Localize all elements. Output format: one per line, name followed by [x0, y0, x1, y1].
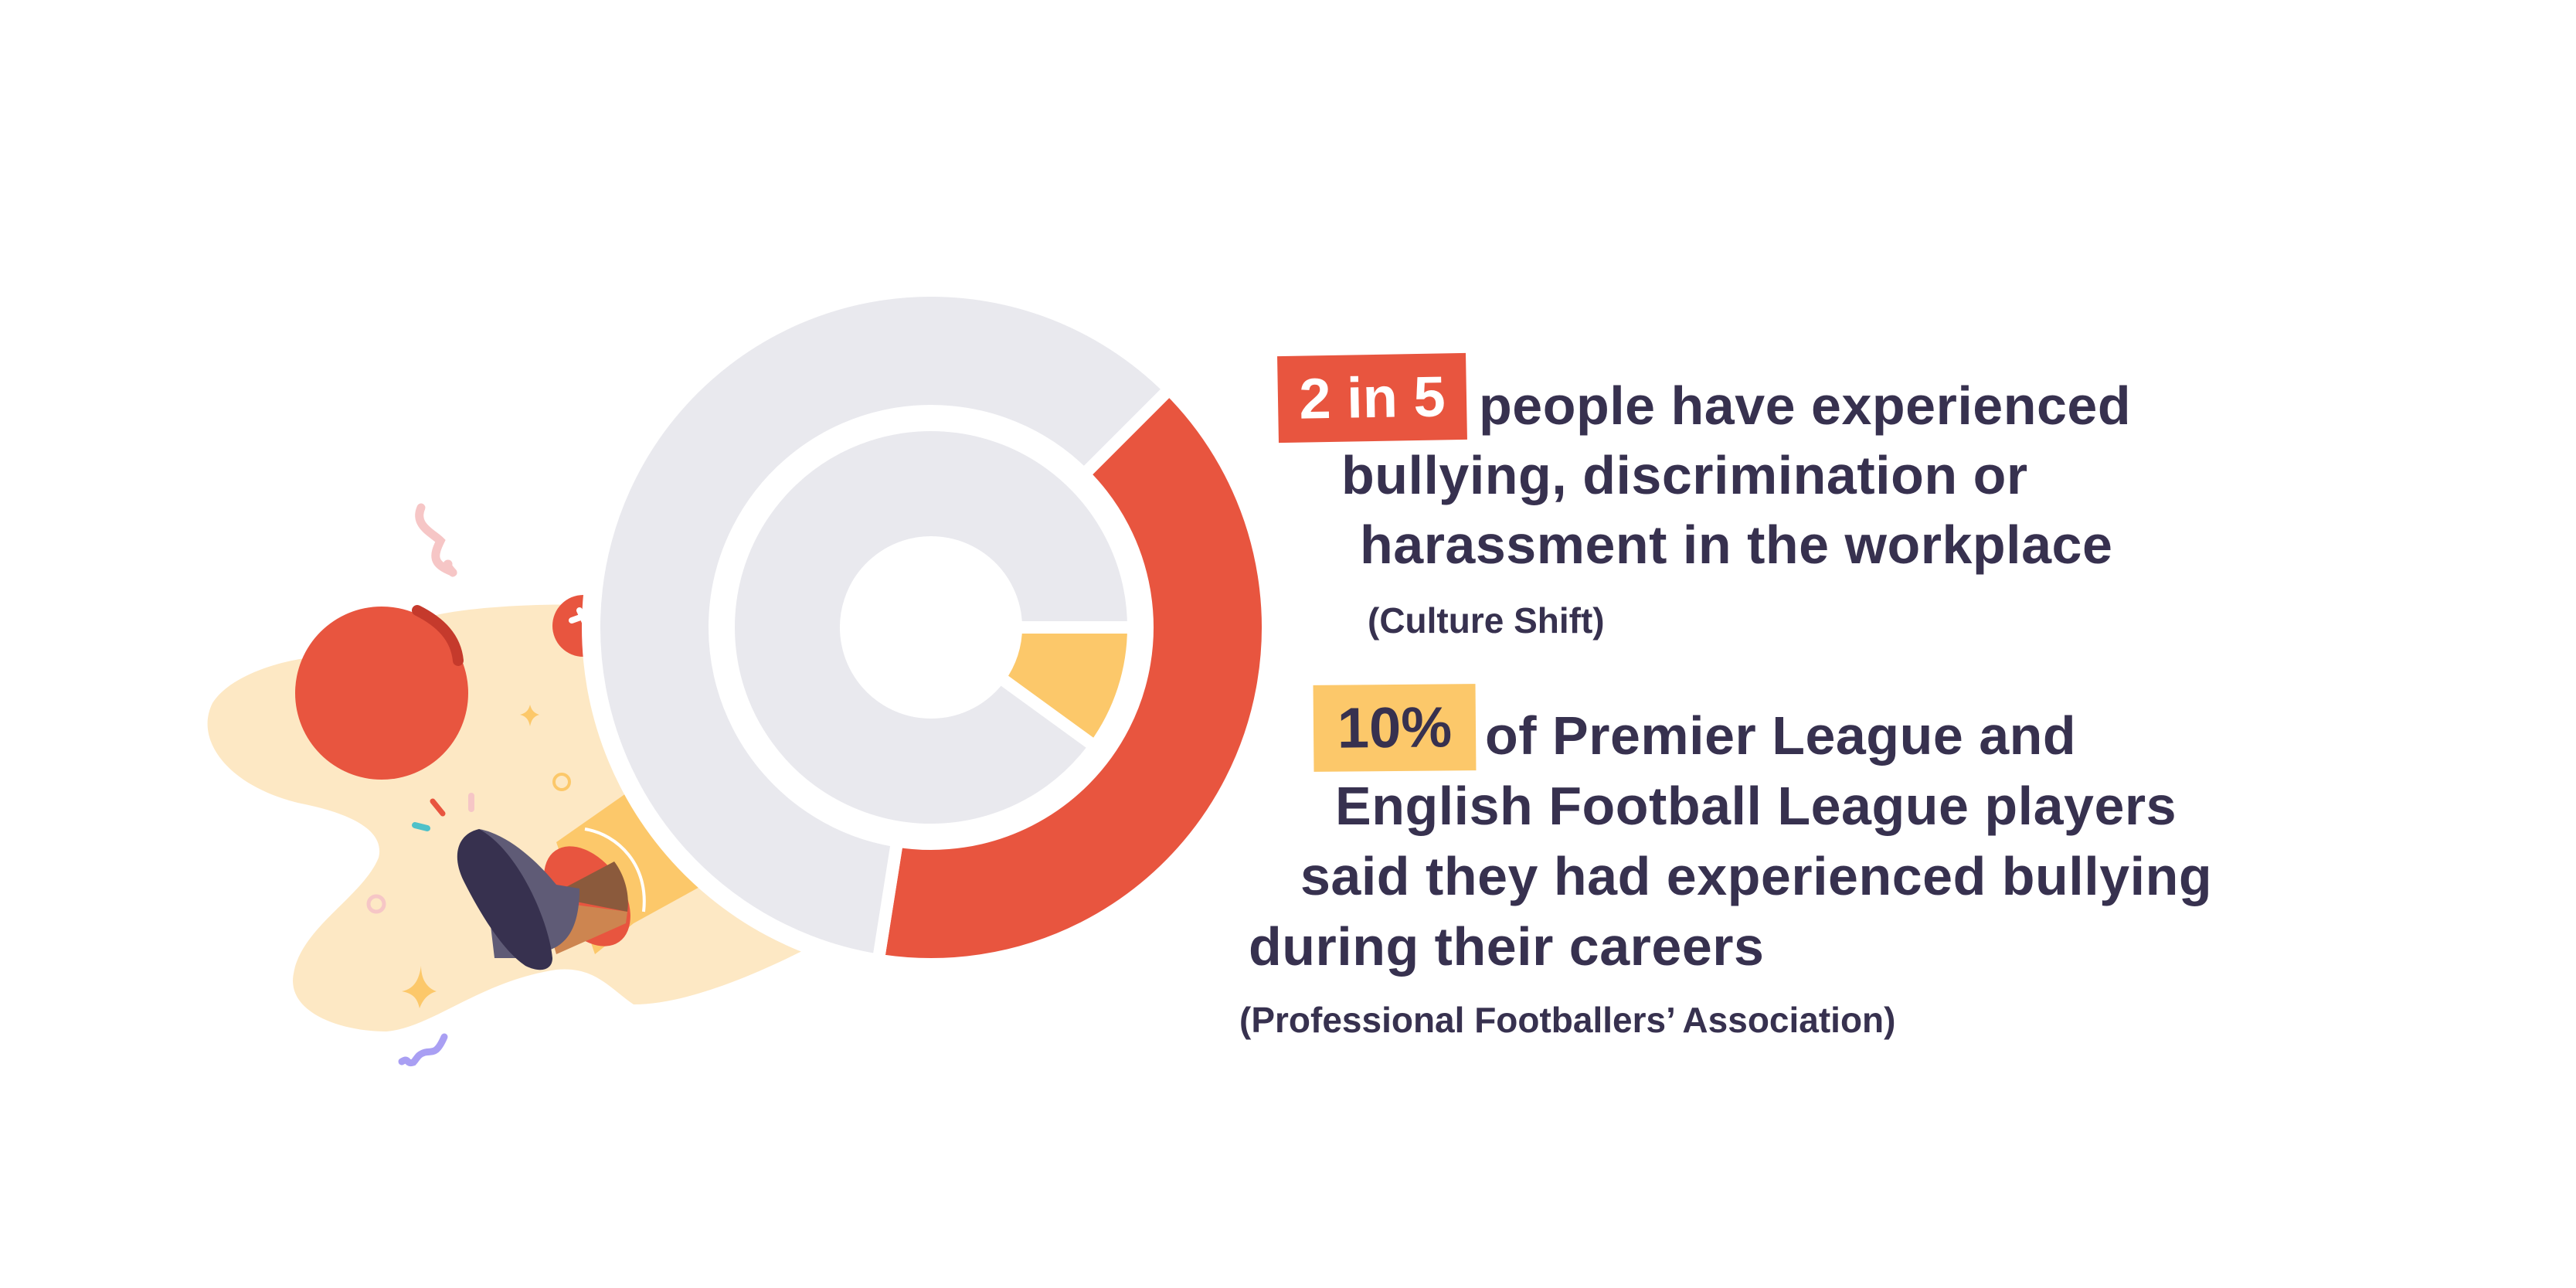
stat-source: (Culture Shift) — [1368, 600, 1605, 641]
popper-arc — [584, 828, 646, 912]
stat-badge-2-in-5: 2 in 5 — [1277, 352, 1467, 443]
sparkle-icon — [402, 966, 437, 1008]
balloon-highlight — [412, 605, 464, 666]
donut-segment-outer-experienced — [871, 380, 1274, 970]
confetti-squiggle-pink — [415, 503, 457, 577]
confetti-ring-yellow — [552, 773, 571, 791]
confetti-squiggle-purple — [398, 1033, 448, 1067]
stat-badge-10-percent: 10% — [1313, 684, 1477, 772]
confetti-ring-pink — [366, 894, 386, 914]
donut-segment-outer-not-experienced — [588, 284, 1178, 967]
stat-line: English Football League players — [1335, 776, 2177, 836]
stat-source: (Professional Footballers’ Association) — [1239, 1000, 1896, 1040]
confetti-red — [430, 798, 446, 817]
stat-line: people have experienced — [1479, 376, 2132, 436]
popper-handle — [457, 829, 552, 970]
stat-line: said they had experienced bullying — [1300, 846, 2213, 906]
stat-line: during their careers — [1249, 916, 1765, 977]
balloon-icon — [295, 607, 468, 780]
sparkle-small-icon — [520, 705, 539, 726]
stat-line: bullying, discrimination or — [1341, 445, 2028, 505]
stat-line: harassment in the workplace — [1360, 515, 2113, 575]
stat-line: of Premier League and — [1485, 705, 2077, 766]
donut-segment-inner-not-experienced — [722, 419, 1140, 836]
confetti-teal — [412, 822, 430, 831]
